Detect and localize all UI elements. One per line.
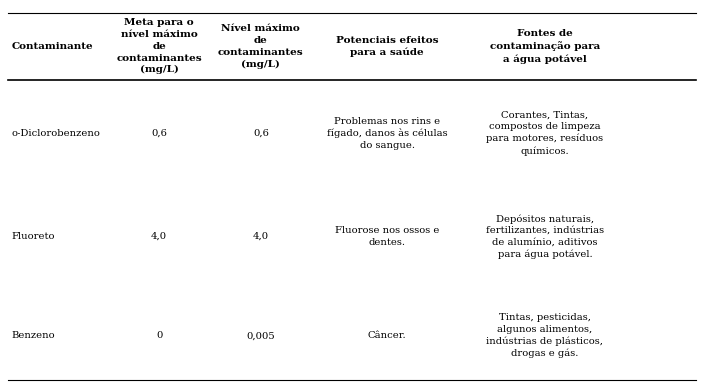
Text: 4,0: 4,0: [253, 232, 269, 241]
Text: Fontes de
contaminação para
a água potável: Fontes de contaminação para a água potáv…: [490, 29, 600, 64]
Text: Benzeno: Benzeno: [12, 331, 56, 340]
Text: 4,0: 4,0: [151, 232, 168, 241]
Text: Potenciais efeitos
para a saúde: Potenciais efeitos para a saúde: [336, 35, 439, 57]
Text: 0,6: 0,6: [151, 129, 167, 138]
Text: 0,005: 0,005: [246, 331, 275, 340]
Text: Nível máximo
de
contaminantes
(mg/L): Nível máximo de contaminantes (mg/L): [218, 24, 303, 69]
Text: Fluoreto: Fluoreto: [12, 232, 56, 241]
Text: Meta para o
nível máximo
de
contaminantes
(mg/L): Meta para o nível máximo de contaminante…: [116, 18, 202, 74]
Text: 0: 0: [156, 331, 163, 340]
Text: Câncer.: Câncer.: [367, 331, 406, 340]
Text: Problemas nos rins e
fígado, danos às células
do sangue.: Problemas nos rins e fígado, danos às cé…: [327, 117, 447, 150]
Text: Tintas, pesticidas,
algunos alimentos,
indústrias de plásticos,
drogas e gás.: Tintas, pesticidas, algunos alimentos, i…: [486, 313, 603, 358]
Text: Corantes, Tintas,
compostos de limpeza
para motores, resíduos
químicos.: Corantes, Tintas, compostos de limpeza p…: [486, 111, 603, 156]
Text: Depósitos naturais,
fertilizantes, indústrias
de alumínio, aditivos
para água po: Depósitos naturais, fertilizantes, indús…: [486, 214, 604, 259]
Text: Contaminante: Contaminante: [12, 42, 94, 51]
Text: o-Diclorobenzeno: o-Diclorobenzeno: [12, 129, 101, 138]
Text: 0,6: 0,6: [253, 129, 269, 138]
Text: Fluorose nos ossos e
dentes.: Fluorose nos ossos e dentes.: [335, 226, 439, 247]
